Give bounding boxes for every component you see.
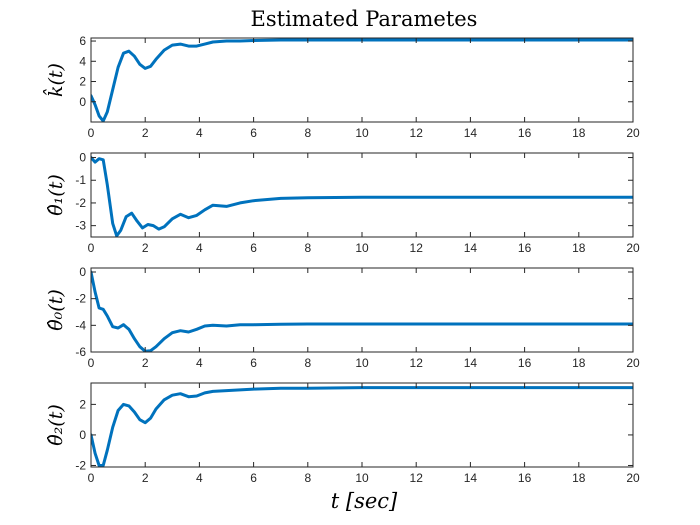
y-tick-label: -2	[75, 196, 86, 210]
figure-title: Estimated Parametes	[251, 7, 478, 31]
axes-frame	[90, 267, 634, 353]
x-tick-label: 10	[355, 356, 369, 370]
y-axis-label: θ̂₀(t)	[45, 289, 67, 331]
subplot-2: 0 2 4 6 8 10 12 14 16 18 20 -3 -2 -1 0 θ̂₁(t)	[45, 151, 640, 255]
x-tick-label: 6	[250, 471, 257, 485]
y-tick-label: -3	[75, 219, 86, 233]
subplot-1: 0 2 4 6 8 10 12 14 16 18 20 0 2 4 6 k̂(t)	[42, 34, 640, 140]
x-tick-label: 18	[572, 471, 586, 485]
series-line-3-1	[91, 270, 633, 352]
y-axis-label: θ̂₁(t)	[45, 174, 67, 216]
y-tick-label: 0	[79, 95, 86, 109]
y-tick-label: 4	[79, 54, 86, 68]
x-tick-label: 10	[355, 471, 369, 485]
x-tick-label: 8	[304, 126, 311, 140]
x-tick-label: 2	[142, 126, 149, 140]
x-tick-label: 4	[196, 126, 203, 140]
y-tick-label: -1	[75, 173, 86, 187]
axes-frame	[90, 37, 634, 123]
x-tick-label: 18	[572, 126, 586, 140]
x-tick-label: 6	[250, 356, 257, 370]
y-tick-label: 0	[79, 151, 86, 165]
y-axis-label: k̂(t)	[42, 63, 67, 97]
x-tick-label: 16	[518, 356, 532, 370]
x-tick-label: 0	[88, 471, 95, 485]
x-tick-label: 16	[518, 241, 532, 255]
x-tick-label: 20	[626, 471, 640, 485]
x-tick-label: 6	[250, 126, 257, 140]
y-tick-label: -6	[75, 345, 86, 359]
x-tick-label: 8	[304, 356, 311, 370]
x-tick-label: 8	[304, 471, 311, 485]
axes-frame	[90, 152, 634, 238]
x-tick-label: 2	[142, 471, 149, 485]
x-tick-label: 16	[518, 471, 532, 485]
x-tick-label: 2	[142, 356, 149, 370]
x-tick-label: 6	[250, 241, 257, 255]
series-line-2-1	[91, 156, 633, 237]
y-tick-label: 0	[79, 265, 86, 279]
x-tick-label: 8	[304, 241, 311, 255]
y-axis-label: θ̂₂(t)	[45, 404, 67, 446]
x-tick-label: 20	[626, 356, 640, 370]
x-tick-label: 12	[410, 126, 424, 140]
x-tick-label: 18	[572, 241, 586, 255]
x-tick-label: 4	[196, 471, 203, 485]
series-line-4-1	[91, 386, 633, 467]
x-tick-label: 20	[626, 126, 640, 140]
x-tick-label: 10	[355, 126, 369, 140]
x-tick-label: 0	[88, 356, 95, 370]
x-axis-label: t [sec]	[331, 489, 398, 513]
y-tick-label: -2	[75, 458, 86, 472]
x-tick-label: 0	[88, 126, 95, 140]
x-tick-label: 14	[464, 241, 478, 255]
y-tick-label: -2	[75, 292, 86, 306]
y-tick-label: 0	[79, 428, 86, 442]
x-tick-label: 12	[410, 356, 424, 370]
x-tick-label: 14	[464, 126, 478, 140]
x-tick-label: 2	[142, 241, 149, 255]
y-tick-label: 2	[79, 75, 86, 89]
x-tick-label: 12	[410, 241, 424, 255]
series-line-1-1	[91, 38, 633, 122]
x-tick-label: 12	[410, 471, 424, 485]
x-tick-label: 14	[464, 471, 478, 485]
x-tick-label: 4	[196, 241, 203, 255]
y-tick-label: 2	[79, 397, 86, 411]
x-tick-label: 4	[196, 356, 203, 370]
x-tick-label: 18	[572, 356, 586, 370]
y-tick-label: -4	[75, 318, 86, 332]
y-tick-label: 6	[79, 34, 86, 48]
x-tick-label: 16	[518, 126, 532, 140]
x-tick-label: 14	[464, 356, 478, 370]
subplot-3: 0 2 4 6 8 10 12 14 16 18 20 -6 -4 -2 0 θ̂₀(t)	[45, 265, 640, 370]
x-tick-label: 0	[88, 241, 95, 255]
x-tick-label: 20	[626, 241, 640, 255]
x-tick-label: 10	[355, 241, 369, 255]
